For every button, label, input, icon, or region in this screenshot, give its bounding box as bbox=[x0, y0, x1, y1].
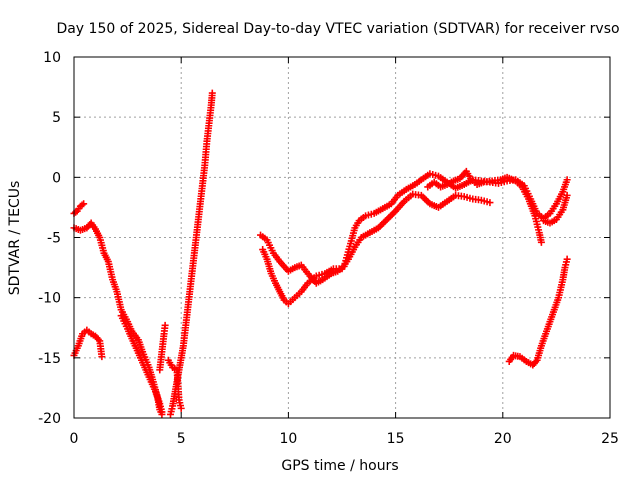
series-mid-dip-branch bbox=[164, 356, 185, 412]
y-tick-label: -5 bbox=[47, 231, 61, 247]
series-late-hump bbox=[424, 167, 545, 246]
data-point bbox=[486, 199, 494, 207]
data-point bbox=[563, 255, 571, 263]
y-tick-label: -10 bbox=[38, 291, 61, 307]
y-tick-label: -15 bbox=[38, 351, 61, 367]
data-point bbox=[98, 353, 106, 361]
series-second-early-branch bbox=[117, 312, 166, 416]
data-point bbox=[537, 238, 545, 246]
series-upper-early-branch bbox=[70, 219, 166, 418]
data-point bbox=[158, 408, 166, 416]
x-tick-label: 10 bbox=[279, 431, 297, 447]
data-point bbox=[563, 176, 571, 184]
x-tick-label: 0 bbox=[70, 431, 79, 447]
series-steep-rise bbox=[166, 89, 216, 418]
series-middle-small-rise bbox=[156, 321, 169, 374]
series-evening-recovery bbox=[505, 255, 571, 369]
y-tick-label: 0 bbox=[52, 170, 61, 186]
data-points bbox=[70, 89, 571, 418]
tick-labels: 0 5 10 15 20 25 -20 -15 -10 -5 0 5 10 bbox=[38, 50, 619, 447]
y-tick-label: 10 bbox=[43, 50, 61, 66]
chart-title: Day 150 of 2025, Sidereal Day-to-day VTE… bbox=[56, 21, 619, 37]
data-point bbox=[208, 89, 216, 97]
x-tick-label: 20 bbox=[494, 431, 512, 447]
series-upper-early-trace bbox=[70, 200, 88, 217]
series-late-tail bbox=[540, 191, 571, 227]
series-lower-early-branch bbox=[70, 326, 106, 361]
data-point bbox=[161, 321, 169, 329]
axis-ticks bbox=[73, 56, 611, 419]
series-afternoon-lower-loop bbox=[259, 190, 494, 308]
data-point bbox=[177, 404, 185, 412]
data-point bbox=[80, 200, 88, 208]
y-tick-label: -20 bbox=[38, 411, 61, 427]
x-tick-label: 5 bbox=[177, 431, 186, 447]
y-tick-label: 5 bbox=[52, 110, 61, 126]
data-point bbox=[563, 191, 571, 199]
x-tick-label: 15 bbox=[387, 431, 405, 447]
x-axis-label: GPS time / hours bbox=[281, 458, 398, 474]
x-tick-label: 25 bbox=[601, 431, 619, 447]
y-axis-label: SDTVAR / TECUs bbox=[7, 181, 23, 296]
